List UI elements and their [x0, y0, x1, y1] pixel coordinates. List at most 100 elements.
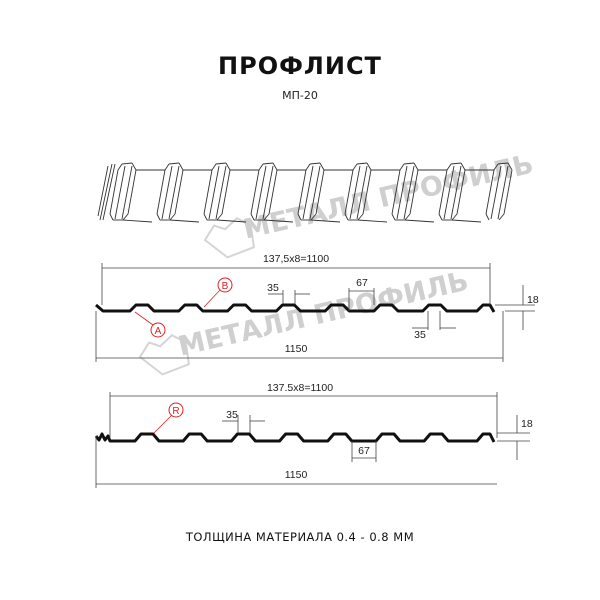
profile-1-pitch-label: 137,5x8=1100 — [263, 253, 329, 265]
sheet-rib-line — [250, 213, 255, 221]
model-subtitle: МП-20 — [282, 89, 318, 102]
sheet-rib-line — [344, 169, 354, 215]
sheet-rib-line — [297, 213, 302, 221]
sheet-rib-line — [357, 219, 388, 223]
sheet-rib-line — [403, 162, 415, 165]
svg-text:A: A — [155, 326, 162, 337]
page-title: ПРОФЛИСТ — [218, 52, 382, 80]
profile-1-outline — [95, 303, 496, 313]
sheet-rib-line — [216, 219, 247, 223]
sheet-rib-line — [250, 169, 260, 215]
material-thickness-note: ТОЛЩИНА МАТЕРИАЛА 0.4 - 0.8 ММ — [185, 530, 415, 544]
sheet-rib-line — [255, 165, 267, 220]
watermark-logo-2: МЕТАЛЛ ПРОФИЛЬ — [138, 266, 471, 376]
sheet-rib-line — [456, 169, 466, 215]
sheet-rib-line — [485, 213, 490, 221]
sheet-rib-line — [297, 169, 307, 215]
sheet-rib-line — [263, 213, 270, 221]
sheet-rib-line — [404, 213, 411, 221]
sheet-rib-line — [391, 213, 396, 221]
sheet-rib-line — [156, 213, 161, 221]
profile-1-bottom-crest-width: 35 — [414, 329, 426, 341]
sheet-rib-line — [446, 163, 452, 171]
sheet-rib-line — [122, 219, 153, 223]
sheet-rib-line — [131, 162, 137, 171]
sheet-rib-line — [503, 169, 513, 215]
sheet-rib-line — [349, 165, 361, 220]
sheet-rib-line — [268, 169, 278, 215]
profile-2: 137.5x8=1100 35 67 18 1150 R — [94, 382, 533, 488]
sheet-rib-line — [169, 219, 200, 223]
sheet-rib-line — [127, 169, 137, 215]
sheet-rib-line — [309, 165, 321, 220]
sheet-rib-line — [309, 162, 321, 165]
sheet-rib-line — [507, 162, 513, 171]
sheet-rib-line — [225, 162, 231, 171]
sheet-rib-line — [117, 163, 123, 171]
sheet-rib-line — [498, 213, 505, 221]
sheet-rib-line — [272, 162, 278, 171]
sheet-rib-line — [450, 165, 462, 220]
profile-1: 137,5x8=1100 35 67 18 35 1150 A B — [95, 253, 539, 362]
sheet-rib-line — [356, 162, 368, 165]
sheet-3d-view — [97, 162, 513, 223]
sheet-rib-line — [203, 213, 208, 221]
sheet-rib-line — [169, 213, 176, 221]
sheet-rib-line — [356, 165, 368, 220]
sheet-rib-line — [121, 162, 133, 165]
sheet-rib-line — [344, 213, 349, 221]
sheet-rib-line — [215, 162, 227, 165]
sheet-rib-line — [438, 213, 443, 221]
sheet-rib-line — [262, 162, 274, 165]
sheet-rib-line — [263, 219, 294, 223]
sheet-rib-line — [352, 163, 358, 171]
sheet-rib-line — [366, 162, 372, 171]
sheet-rib-line — [102, 163, 116, 221]
watermark-text-1: МЕТАЛЛ ПРОФИЛЬ — [240, 149, 536, 246]
sheet-rib-line — [174, 169, 184, 215]
sheet-rib-line — [97, 165, 109, 217]
sheet-rib-line — [404, 219, 435, 223]
sheet-rib-line — [409, 169, 419, 215]
callout-b: B — [203, 277, 233, 308]
sheet-rib-line — [305, 163, 311, 171]
sheet-rib-line — [121, 165, 133, 220]
sheet-rib-line — [122, 213, 129, 221]
profile-1-height: 18 — [527, 294, 539, 306]
sheet-rib-line — [451, 219, 482, 223]
sheet-rib-line — [460, 162, 466, 171]
sheet-rib-line — [208, 165, 220, 220]
sheet-rib-line — [156, 169, 166, 215]
sheet-rib-line — [258, 163, 264, 171]
svg-text:B: B — [222, 281, 229, 292]
profile-2-outline — [94, 432, 496, 443]
profile-1-crest-width: 35 — [267, 282, 279, 294]
sheet-rib-line — [485, 169, 495, 215]
sheet-rib-line — [497, 165, 509, 220]
sheet-rib-line — [497, 162, 509, 165]
sheet-rib-line — [310, 213, 317, 221]
sheet-rib-line — [221, 169, 231, 215]
sheet-rib-line — [216, 213, 223, 221]
sheet-rib-line — [109, 169, 119, 215]
sheet-rib-line — [168, 162, 180, 165]
sheet-rib-line — [438, 169, 448, 215]
sheet-rib-line — [109, 213, 114, 221]
callout-a: A — [134, 311, 166, 338]
sheet-rib-line — [493, 163, 499, 171]
profile-2-total-width: 1150 — [285, 469, 308, 481]
sheet-rib-line — [164, 163, 170, 171]
sheet-rib-line — [310, 219, 341, 223]
sheet-rib-line — [451, 213, 458, 221]
sheet-rib-line — [211, 163, 217, 171]
sheet-rib-line — [357, 213, 364, 221]
svg-text:R: R — [172, 406, 179, 417]
sheet-rib-line — [399, 163, 405, 171]
profile-1-trough-width: 67 — [356, 277, 368, 289]
callout-r: R — [153, 402, 184, 434]
sheet-rib-line — [215, 165, 227, 220]
sheet-rib-line — [450, 162, 462, 165]
sheet-rib-line — [302, 165, 314, 220]
profile-1-total-width: 1150 — [285, 343, 308, 355]
